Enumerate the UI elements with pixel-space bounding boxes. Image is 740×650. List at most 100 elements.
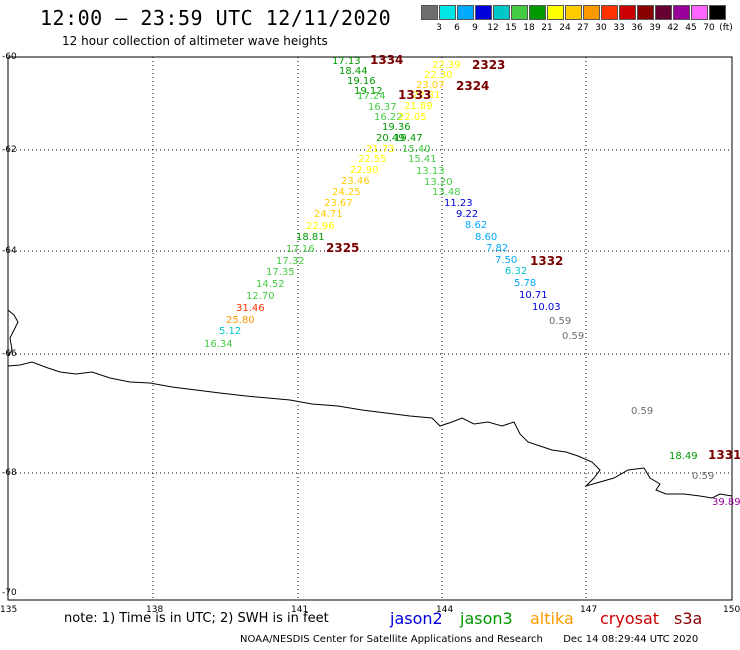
legend-swatch [691,5,708,20]
lat-label: -64 [2,246,17,256]
credit-line: NOAA/NESDIS Center for Satellite Applica… [240,634,698,645]
swh-value: 17.32 [276,256,305,267]
swh-value: 23.07 [416,80,445,91]
footnote: note: 1) Time is in UTC; 2) SWH is in fe… [64,611,329,626]
legend-label: 9 [472,23,478,33]
legend-label: 18 [523,23,535,33]
pass-label: 1333 [398,88,432,102]
swh-value: 22.96 [306,221,335,232]
swh-value: 19.12 [354,86,383,97]
antarctic-coastline [7,309,733,499]
lat-label: -68 [2,468,17,478]
satellite-cryosat: cryosat [600,609,660,628]
swh-value: 15.41 [408,154,437,165]
swh-value: 19.47 [394,133,423,144]
legend-label: 39 [649,23,661,33]
lat-label: -70 [2,588,17,598]
legend-swatch [529,5,546,20]
pass-label: 1331 [708,448,740,462]
legend-swatch [565,5,582,20]
timestamp: Dec 14 08:29:44 UTC 2020 [563,634,699,645]
swh-value: 17.24 [357,91,386,102]
legend-swatch [457,5,474,20]
swh-value: 6.32 [505,266,528,277]
legend-swatch [511,5,528,20]
swh-value: 16.37 [368,102,397,113]
swh-value: 23.46 [341,176,370,187]
swh-value: 0.59 [692,471,715,482]
legend-label: 45 [685,23,697,33]
swh-value: 16.22 [374,112,403,123]
swh-value: 0.59 [562,331,585,342]
swh-value: 8.60 [475,232,498,243]
satellite-jason2: jason2 [390,609,443,628]
pass-label: 2324 [456,79,490,93]
legend-swatch [601,5,618,20]
swh-value: 22.05 [398,112,427,123]
swh-value: 10.71 [519,290,548,301]
swh-value: 25.80 [226,315,255,326]
credit-text: NOAA/NESDIS Center for Satellite Applica… [240,634,543,645]
swh-value: 0.59 [549,316,572,327]
swh-value: 13.48 [432,187,461,198]
lon-label: 147 [580,605,598,615]
legend-label: 12 [487,23,499,33]
swh-value: 22.39 [432,60,461,71]
swh-value: 18.49 [669,451,698,462]
legend-label: 27 [577,23,589,33]
map-title: 12:00 — 23:59 UTC 12/11/2020 [40,6,392,30]
lon-label: 150 [723,605,740,615]
map-frame [7,56,733,601]
legend-swatch [421,5,438,20]
legend-swatch [655,5,672,20]
satellite-jason3: jason3 [460,609,513,628]
legend-swatch [619,5,636,20]
swh-value: 13.13 [416,166,445,177]
legend-unit: (ft) [719,23,733,33]
swh-value: 8.62 [465,220,488,231]
swh-value: 18.44 [339,66,368,77]
swh-value: 20.49 [376,133,405,144]
swh-value: 22.30 [424,70,453,81]
swh-value: 17.35 [266,267,295,278]
legend-label: 3 [436,23,442,33]
swh-value: 22.55 [358,154,387,165]
satellite-s3a: s3a [674,609,703,628]
swh-value: 13.20 [424,177,453,188]
lon-label: 135 [0,605,18,615]
legend-swatch [583,5,600,20]
swh-value: 22.90 [350,165,379,176]
lon-label: 144 [436,605,454,615]
swh-value: 12.70 [246,291,275,302]
legend-label: 70 [703,23,715,33]
swh-value: 18.81 [296,232,325,243]
lat-label: -66 [2,349,17,359]
legend-label: 15 [505,23,517,33]
pass-label: 1332 [530,254,564,268]
swh-value: 17.16 [286,244,315,255]
swh-value: 21.89 [404,101,433,112]
swh-value: 24.25 [332,187,361,198]
swh-value: 31.46 [236,303,265,314]
swh-value: 7.50 [495,255,518,266]
graticule [8,57,732,600]
swh-value: 22.31 [412,90,441,101]
swh-value: 0.59 [631,406,654,417]
legend-swatch [709,5,726,20]
legend-label: 21 [541,23,553,33]
lon-label: 141 [291,605,309,615]
lon-label: 138 [146,605,164,615]
pass-label: 2323 [472,58,506,72]
swh-value: 16.34 [204,339,233,350]
legend-label: 36 [631,23,643,33]
map-subtitle: 12 hour collection of altimeter wave hei… [62,34,328,48]
legend-swatch [493,5,510,20]
legend-swatch [439,5,456,20]
swh-value: 11.23 [444,198,473,209]
pass-label: 1334 [370,53,404,67]
swh-value: 14.52 [256,279,285,290]
lat-label: -62 [2,145,17,155]
swh-value: 19.16 [347,76,376,87]
swh-value: 19.36 [382,122,411,133]
